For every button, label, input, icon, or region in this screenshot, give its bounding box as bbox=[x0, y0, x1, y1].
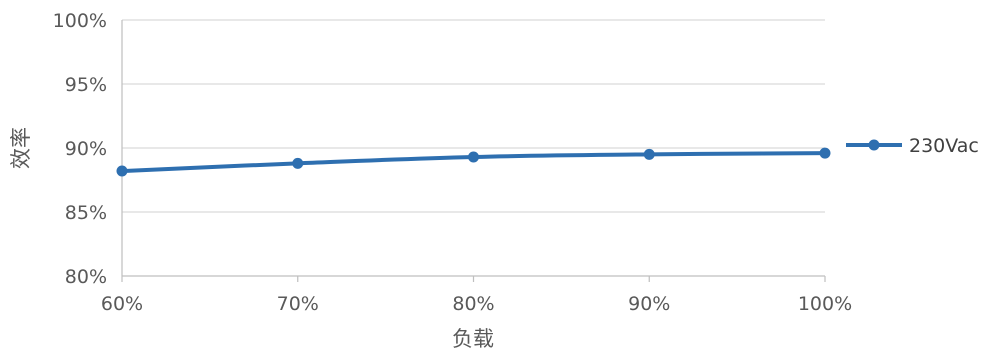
x-tick-label: 60% bbox=[101, 293, 143, 315]
legend: 230Vac bbox=[846, 135, 979, 157]
y-tick-label: 85% bbox=[65, 202, 107, 224]
x-tick-label: 80% bbox=[452, 293, 494, 315]
data-point bbox=[292, 157, 304, 169]
data-point bbox=[643, 148, 655, 160]
series-layer bbox=[116, 147, 831, 177]
y-tick-label: 100% bbox=[53, 10, 107, 32]
gridlines bbox=[122, 19, 825, 213]
data-point bbox=[116, 165, 128, 177]
y-tick-label: 90% bbox=[65, 138, 107, 160]
x-axis-title: 负载 bbox=[452, 327, 494, 351]
x-tick-label: 90% bbox=[628, 293, 670, 315]
x-tick-label: 100% bbox=[798, 293, 852, 315]
data-point bbox=[819, 147, 831, 159]
x-tick-labels: 60% 70% 80% 90% 100% bbox=[101, 293, 852, 315]
y-tick-label: 80% bbox=[65, 266, 107, 288]
x-tick-label: 70% bbox=[277, 293, 319, 315]
y-tick-labels: 100% 95% 90% 85% 80% bbox=[53, 10, 107, 288]
legend-label: 230Vac bbox=[909, 135, 979, 157]
x-ticks bbox=[121, 276, 826, 282]
data-point bbox=[468, 151, 479, 163]
y-axis-title: 效率 bbox=[9, 127, 33, 169]
legend-dot-marker bbox=[868, 139, 880, 151]
y-tick-label: 95% bbox=[65, 74, 107, 96]
